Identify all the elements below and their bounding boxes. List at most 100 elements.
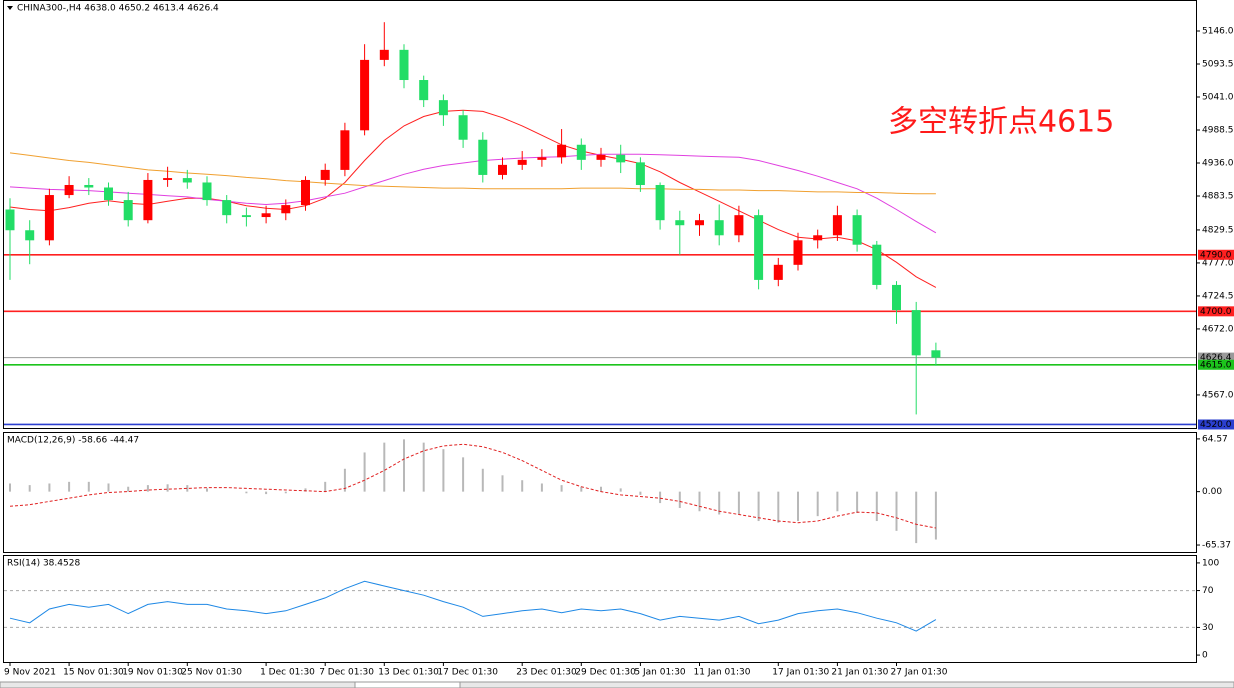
candle-body — [301, 179, 310, 206]
tab[interactable] — [0, 681, 356, 688]
x-tick-label: 17 Dec 01:30 — [437, 668, 498, 678]
candle-body — [655, 184, 665, 221]
candle-body — [202, 182, 212, 201]
candle-body — [596, 154, 606, 160]
y-tick-label: 64.57 — [1202, 434, 1228, 444]
candle-body — [931, 350, 941, 358]
candle-body — [438, 100, 448, 116]
candle-body — [754, 215, 764, 280]
level-label-box — [1198, 352, 1234, 363]
x-tick-label: 13 Dec 01:30 — [378, 668, 439, 678]
level-label-box — [1198, 359, 1234, 370]
candle-body — [498, 164, 507, 175]
candle-body — [123, 200, 133, 221]
candle-body — [281, 205, 291, 214]
candle-body — [25, 230, 35, 241]
y-tick-label: 4883.5 — [1202, 191, 1234, 201]
candle-body — [576, 144, 586, 160]
price-panel-frame — [3, 0, 1197, 429]
x-tick-label: 5 Jan 01:30 — [634, 668, 686, 678]
candle-body — [379, 49, 389, 60]
candle-body — [635, 162, 645, 185]
candle-body — [419, 80, 429, 101]
tab[interactable] — [459, 681, 1234, 688]
candle-body — [44, 195, 54, 241]
rsi-line — [9, 580, 937, 632]
y-tick-label: 30 — [1202, 623, 1214, 633]
candle-body — [734, 215, 744, 236]
y-tick-label: 5146.0 — [1202, 26, 1234, 36]
x-tick-label: 7 Dec 01:30 — [319, 668, 374, 678]
x-tick-label: 17 Jan 01:30 — [772, 668, 829, 678]
y-tick-label: 4672.0 — [1202, 324, 1234, 334]
x-tick-label: 21 Jan 01:30 — [831, 668, 888, 678]
candle-body — [616, 154, 626, 163]
level-label-box — [1198, 306, 1234, 317]
candle-body — [143, 179, 153, 221]
y-tick-label: 100 — [1202, 558, 1219, 568]
candle-body — [557, 144, 567, 158]
candle-body — [478, 139, 488, 175]
y-tick-label: 5093.5 — [1202, 59, 1234, 69]
rsi-panel-frame — [3, 555, 1197, 663]
candle-body — [517, 159, 527, 165]
y-tick-label: 0.00 — [1202, 487, 1222, 497]
x-tick-label: 15 Nov 01:30 — [63, 668, 124, 678]
y-tick-label: 4829.5 — [1202, 225, 1234, 235]
candle-body — [813, 235, 823, 241]
y-tick-label: 4567.0 — [1202, 390, 1234, 400]
candle-body — [64, 184, 74, 196]
candle-body — [793, 240, 803, 265]
y-tick-label: 4936.0 — [1202, 158, 1234, 168]
candle-body — [182, 178, 192, 183]
x-tick-label: 1 Dec 01:30 — [260, 668, 315, 678]
candle-body — [872, 244, 882, 285]
level-label: 4626.4 — [1200, 353, 1232, 363]
signal-line — [9, 443, 936, 529]
candle-body — [675, 220, 685, 226]
candle-body — [340, 130, 350, 170]
y-tick-label: 4777.0 — [1202, 258, 1234, 268]
y-tick-label: 4988.5 — [1202, 125, 1234, 135]
x-tick-label: 23 Dec 01:30 — [516, 668, 577, 678]
moving-average — [9, 153, 937, 234]
candle-body — [104, 187, 113, 201]
level-label: 4520.0 — [1200, 420, 1232, 430]
moving-average — [9, 152, 936, 195]
y-tick-label: 5041.0 — [1202, 92, 1234, 102]
candle-body — [222, 200, 232, 216]
x-tick-label: 25 Nov 01:30 — [181, 668, 242, 678]
x-tick-label: 11 Jan 01:30 — [694, 668, 751, 678]
candle-body — [5, 209, 15, 231]
y-tick-label: 70 — [1202, 586, 1214, 596]
candle-body — [360, 59, 370, 131]
candle-body — [714, 220, 724, 236]
candle-body — [241, 215, 251, 218]
candle-body — [320, 169, 330, 180]
moving-average — [9, 109, 937, 288]
y-tick-label: 0 — [1202, 651, 1208, 661]
candle-body — [695, 220, 704, 226]
candle-body — [832, 215, 842, 236]
level-label: 4700.0 — [1200, 307, 1232, 317]
candle-body — [84, 184, 94, 188]
candle-body — [399, 49, 409, 81]
candle-body — [892, 284, 901, 311]
macd-panel-frame — [3, 432, 1197, 553]
candle-body — [852, 215, 862, 245]
level-label: 4615.0 — [1200, 360, 1232, 370]
tab[interactable] — [354, 681, 461, 688]
candle-body — [458, 115, 468, 140]
macd-title: MACD(12,26,9) -58.66 -44.47 — [7, 436, 139, 446]
level-label-box — [1198, 419, 1234, 430]
x-tick-label: 29 Dec 01:30 — [575, 668, 636, 678]
candle-body — [911, 310, 921, 356]
rsi-title: RSI(14) 38.4528 — [7, 559, 80, 569]
collapse-icon[interactable] — [7, 6, 13, 10]
annotation: 多空转折点4615 — [888, 105, 1114, 140]
x-tick-label: 9 Nov 2021 — [4, 668, 56, 678]
candle-body — [773, 264, 783, 280]
level-label-box — [1198, 249, 1234, 260]
